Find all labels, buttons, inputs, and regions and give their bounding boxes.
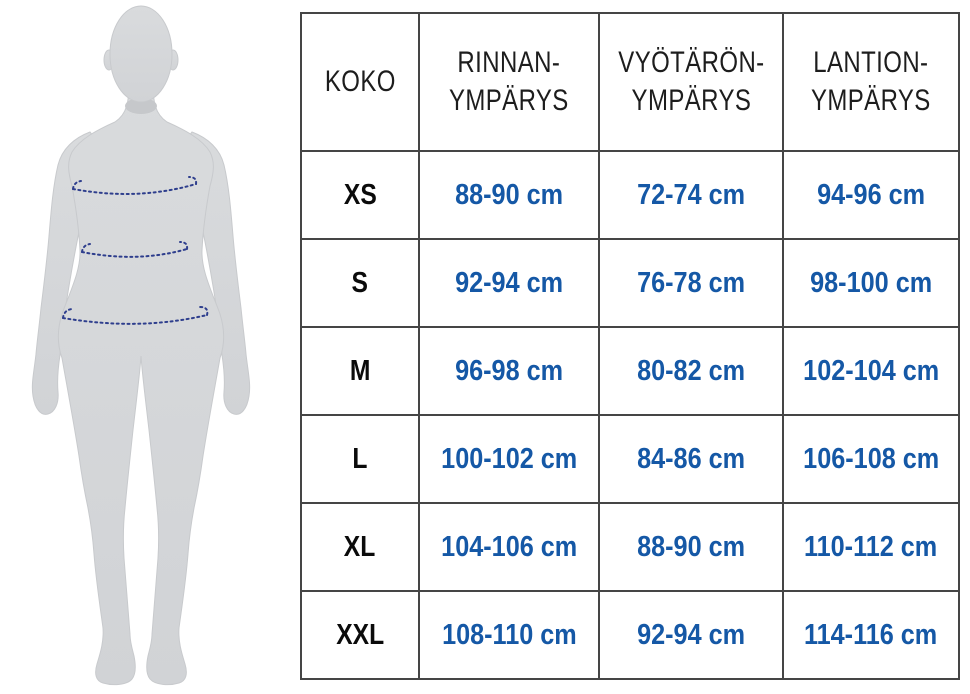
waist-measure-line (81, 248, 188, 258)
waist-value: 76-78 cm (636, 266, 746, 299)
size-label: XL (344, 530, 376, 563)
table-row-m-waist: 80-82 cm (600, 328, 782, 414)
size-label: M (349, 354, 371, 387)
header-chest: RINNAN- YMPÄRYS (420, 14, 598, 150)
table-row-s-waist: 76-78 cm (600, 240, 782, 326)
hips-value: 114-116 cm (804, 618, 938, 651)
torso-and-legs (57, 81, 225, 686)
body-shape (31, 5, 251, 686)
chest-measure-line (72, 183, 197, 195)
table-row-m-chest: 96-98 cm (420, 328, 598, 414)
table-row-s-chest: 92-94 cm (420, 240, 598, 326)
header-chest-line1: RINNAN- (457, 45, 561, 79)
waist-measure-hook-right (179, 241, 189, 250)
table-row-xs-waist: 72-74 cm (600, 152, 782, 238)
measurement-lines (62, 176, 209, 325)
table-row-xxl-size: XXL (302, 592, 418, 678)
table-row-xxl-chest: 108-110 cm (420, 592, 598, 678)
header-chest-line2: YMPÄRYS (449, 84, 569, 117)
table-row-s-hips: 98-100 cm (784, 240, 958, 326)
chest-value: 100-102 cm (440, 442, 578, 475)
hips-value: 98-100 cm (809, 266, 933, 299)
size-table: KOKO RINNAN- YMPÄRYS VYÖTÄRÖN- YMPÄRYS L… (300, 12, 960, 680)
table-row-l-waist: 84-86 cm (600, 416, 782, 502)
chest-value: 104-106 cm (440, 530, 578, 563)
hips-measure-hook-right (199, 306, 209, 316)
header-size-label: KOKO (324, 64, 396, 98)
size-label: L (352, 442, 368, 475)
chest-value: 92-94 cm (454, 266, 564, 299)
hips-value: 106-108 cm (802, 442, 940, 475)
header-waist-line2: YMPÄRYS (631, 84, 751, 117)
header-hips: LANTION- YMPÄRYS (784, 14, 958, 150)
size-label: XXL (336, 618, 384, 651)
table-row-m-size: M (302, 328, 418, 414)
hips-value: 110-112 cm (804, 530, 938, 563)
waist-value: 80-82 cm (636, 354, 746, 387)
waist-value: 84-86 cm (636, 442, 746, 475)
header-hips-line2: YMPÄRYS (811, 84, 931, 117)
header-hips-line1: LANTION- (813, 45, 929, 79)
female-body-silhouette-icon (31, 5, 251, 686)
hips-measure-hook-left (62, 308, 73, 319)
waist-value: 88-90 cm (636, 530, 746, 563)
table-row-l-chest: 100-102 cm (420, 416, 598, 502)
table-row-l-hips: 106-108 cm (784, 416, 958, 502)
header-waist: VYÖTÄRÖN- YMPÄRYS (600, 14, 782, 150)
chest-measure-hook-right (188, 176, 198, 185)
chest-value: 88-90 cm (454, 178, 564, 211)
table-row-xl-hips: 110-112 cm (784, 504, 958, 590)
head (109, 5, 173, 103)
header-waist-line1: VYÖTÄRÖN- (617, 45, 765, 79)
chest-measure-hook-left (72, 180, 82, 190)
table-row-xs-hips: 94-96 cm (784, 152, 958, 238)
table-row-m-hips: 102-104 cm (784, 328, 958, 414)
table-row-xs-chest: 88-90 cm (420, 152, 598, 238)
table-row-xxl-waist: 92-94 cm (600, 592, 782, 678)
hips-value: 102-104 cm (802, 354, 940, 387)
waist-value: 92-94 cm (636, 618, 746, 651)
table-row-xxl-hips: 114-116 cm (784, 592, 958, 678)
table-row-xl-waist: 88-90 cm (600, 504, 782, 590)
chest-value: 108-110 cm (441, 618, 577, 651)
chin-shadow (125, 98, 157, 114)
figure-panel (0, 0, 290, 694)
table-row-s-size: S (302, 240, 418, 326)
table-row-xs-size: XS (302, 152, 418, 238)
hips-value: 94-96 cm (816, 178, 926, 211)
waist-measure-hook-left (81, 243, 91, 253)
waist-value: 72-74 cm (636, 178, 746, 211)
chest-value: 96-98 cm (454, 354, 564, 387)
table-row-xl-size: XL (302, 504, 418, 590)
size-label: XS (343, 178, 377, 211)
hips-measure-line (62, 314, 208, 325)
table-row-xl-chest: 104-106 cm (420, 504, 598, 590)
size-label: S (351, 266, 369, 299)
header-size: KOKO (302, 14, 418, 150)
table-row-l-size: L (302, 416, 418, 502)
